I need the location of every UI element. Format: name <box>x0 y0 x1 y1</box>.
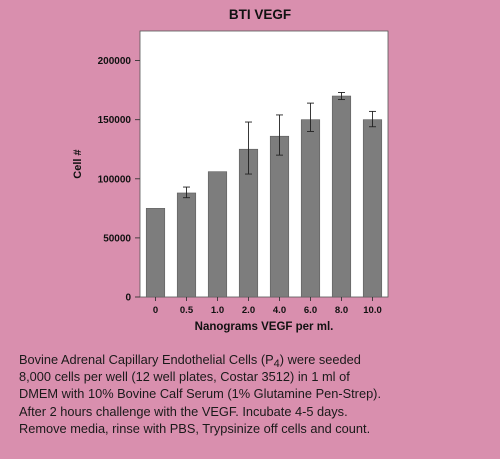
bar <box>207 171 228 298</box>
x-tick-label: 0 <box>153 305 158 316</box>
caption-subscript: 4 <box>273 358 280 370</box>
bar <box>145 208 166 298</box>
caption-line-3: DMEM with 10% Bovine Calf Serum (1% Glut… <box>19 386 381 402</box>
chart-title: BTI VEGF <box>229 7 291 22</box>
x-tick-label: 10.0 <box>363 305 382 316</box>
x-tick-labels: 0 0.5 1.0 2.0 4.0 6.0 8.0 10.0 <box>153 297 382 316</box>
x-axis-label: Nanograms VEGF per ml. <box>195 321 334 333</box>
bar <box>331 95 352 298</box>
bar <box>176 192 197 298</box>
x-tick-label: 4.0 <box>273 305 286 316</box>
caption-line-2: 8,000 cells per well (12 well plates, Co… <box>19 369 350 385</box>
bar <box>269 135 290 298</box>
y-tick-label: 0 <box>125 293 131 304</box>
caption-text: ) were seeded <box>279 352 361 367</box>
caption-line-5: Remove media, rinse with PBS, Trypsinize… <box>19 420 371 436</box>
y-axis-ticks: 0 50000 100000 150000 200000 <box>98 56 140 304</box>
y-tick-label: 100000 <box>98 174 132 185</box>
x-tick-label: 8.0 <box>335 305 348 316</box>
bar-chart: BTI VEGF 0 50000 100000 150000 200000 0 0.5 1.… <box>72 7 389 333</box>
y-axis-label: Cell # <box>72 149 84 178</box>
x-tick-label: 6.0 <box>304 305 317 316</box>
caption-line-4: After 2 hours challenge with the VEGF. I… <box>19 403 348 419</box>
bars <box>145 95 383 298</box>
y-tick-label: 200000 <box>98 56 132 67</box>
error-bars <box>183 92 376 199</box>
x-tick-label: 2.0 <box>242 305 255 316</box>
bar <box>362 119 383 298</box>
caption: Bovine Adrenal Capillary Endothelial Cel… <box>19 351 489 437</box>
caption-text: Bovine Adrenal Capillary Endothelial Cel… <box>19 352 274 367</box>
y-tick-label: 150000 <box>98 115 132 126</box>
y-tick-label: 50000 <box>103 233 131 244</box>
x-tick-label: 1.0 <box>211 305 224 316</box>
x-tick-label: 0.5 <box>180 305 194 316</box>
bar <box>300 119 321 298</box>
caption-line-1: Bovine Adrenal Capillary Endothelial Cel… <box>19 351 489 370</box>
